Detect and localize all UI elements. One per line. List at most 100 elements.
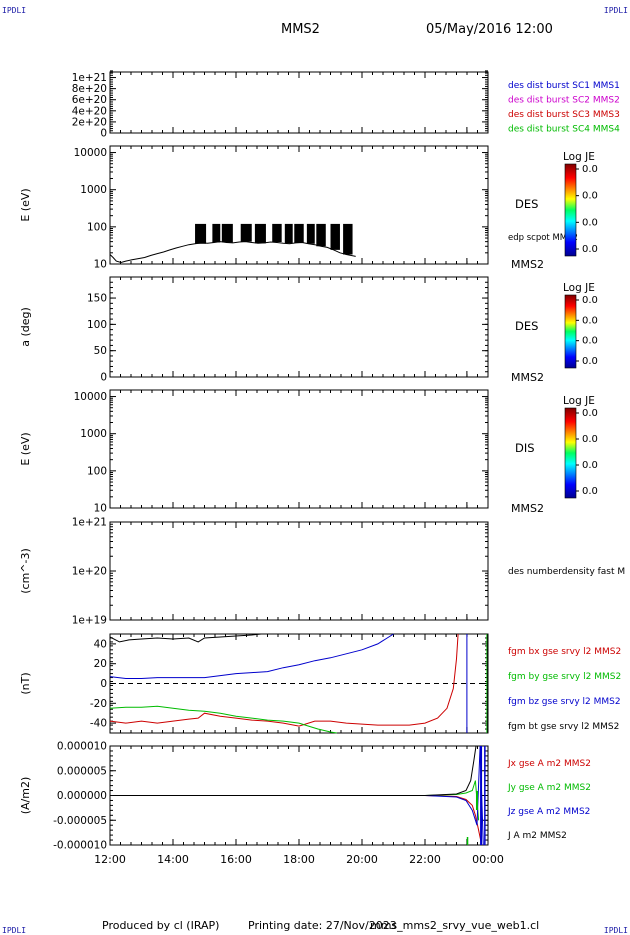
y-tick-label: 1e+21 xyxy=(72,517,107,529)
y-tick-label: 0 xyxy=(100,372,107,384)
time-tick-label: 16:00 xyxy=(220,853,252,866)
series-line-fgm xyxy=(109,633,394,679)
y-axis-label: E (eV) xyxy=(19,432,32,465)
y-tick-label: 20 xyxy=(94,658,107,670)
colorbar-label: 0.0 xyxy=(582,460,598,471)
series-line-des-energy xyxy=(109,241,356,264)
y-tick-label: 1e+19 xyxy=(72,615,107,627)
time-tick-label: 22:00 xyxy=(409,853,441,866)
legend-entry: des numberdensity fast M xyxy=(508,567,625,577)
y-tick-label: 0 xyxy=(100,128,107,140)
colorbar-label: 0.0 xyxy=(582,408,598,419)
legend-entry: fgm by gse srvy l2 MMS2 xyxy=(508,672,621,682)
species-label: DES xyxy=(515,319,538,333)
colorbar-label: 0.0 xyxy=(582,356,598,367)
colorbar-title: Log JE xyxy=(563,151,595,163)
y-tick-label: 150 xyxy=(87,293,107,305)
colorbar xyxy=(564,407,577,499)
legend-entry: J A m2 MMS2 xyxy=(507,831,567,841)
y-tick-label: 6e+20 xyxy=(72,94,107,106)
y-tick-label: 100 xyxy=(87,465,107,477)
burst-band xyxy=(306,223,315,244)
burst-band xyxy=(212,223,221,243)
y-tick-label: -20 xyxy=(90,698,107,710)
series-line-current xyxy=(110,780,480,821)
y-tick-label: 10 xyxy=(94,259,107,271)
time-tick-label: 12:00 xyxy=(94,853,126,866)
colorbar-label: 0.0 xyxy=(582,217,598,228)
legend-entry: des dist burst SC3 MMS3 xyxy=(508,110,620,120)
time-tick-label: 18:00 xyxy=(283,853,315,866)
footer-produced-by: Produced by cl (IRAP) xyxy=(102,919,220,932)
legend-entry: fgm bz gse srvy l2 MMS2 xyxy=(508,697,621,707)
y-tick-label: 40 xyxy=(94,638,107,650)
y-tick-label: 1000 xyxy=(80,184,107,196)
footer-printing-date: Printing date: 27/Nov/2023 xyxy=(248,919,397,932)
species-label: DIS xyxy=(515,441,535,455)
colorbar-label: 0.0 xyxy=(582,336,598,347)
y-tick-label: -0.000010 xyxy=(53,840,107,852)
burst-band xyxy=(316,223,326,247)
y-tick-label: 8e+20 xyxy=(72,83,107,95)
y-tick-label: 1e+20 xyxy=(72,566,107,578)
y-axis-label: (cm^-3) xyxy=(19,548,32,594)
y-axis-label: a (deg) xyxy=(19,307,32,347)
y-axis-label: (A/m2) xyxy=(19,777,32,815)
burst-band xyxy=(240,223,252,242)
panel-frame-dis-energy xyxy=(109,389,489,509)
y-tick-label: 4e+20 xyxy=(72,105,107,117)
y-tick-label: 10 xyxy=(94,503,107,515)
colorbar-label: 0.0 xyxy=(582,191,598,202)
footer-filename: mms_mms2_srvy_vue_web1.cl xyxy=(370,919,540,932)
y-tick-label: 10000 xyxy=(74,391,107,403)
spacecraft-label: MMS2 xyxy=(511,371,544,384)
colorbar-label: 0.0 xyxy=(582,486,598,497)
legend-entry: des dist burst SC1 MMS1 xyxy=(508,81,620,91)
series-line-current xyxy=(110,795,483,846)
colorbar-label: 0.0 xyxy=(582,315,598,326)
y-tick-label: 50 xyxy=(94,345,107,357)
colorbar xyxy=(564,294,577,369)
y-tick-label: 1000 xyxy=(80,428,107,440)
burst-band xyxy=(343,223,353,255)
corner-logo-top-right: IPDLI xyxy=(603,6,628,15)
legend-entry: des dist burst SC2 MMS2 xyxy=(508,96,620,106)
time-tick-label: 20:00 xyxy=(346,853,378,866)
panel-frame-des-energy xyxy=(109,145,489,265)
legend-entry: fgm bx gse srvy l2 MMS2 xyxy=(508,647,621,657)
series-line-fgm xyxy=(109,633,262,643)
colorbar-label: 0.0 xyxy=(582,164,598,175)
y-axis-label: (nT) xyxy=(19,672,32,694)
colorbar-label: 0.0 xyxy=(582,295,598,306)
burst-band xyxy=(254,223,266,244)
legend-entry: edp scpot MMS2 xyxy=(508,233,578,243)
y-tick-label: 0.000010 xyxy=(57,741,107,753)
y-tick-label: 100 xyxy=(87,221,107,233)
burst-band xyxy=(195,223,207,244)
y-axis-label: E (eV) xyxy=(19,188,32,221)
burst-band xyxy=(221,223,233,243)
legend-entry: Jz gse A m2 MMS2 xyxy=(507,807,590,817)
corner-logo-top-left: IPDLI xyxy=(2,6,27,15)
burst-band xyxy=(272,223,282,243)
time-tick-label: 14:00 xyxy=(157,853,189,866)
legend-entry: Jx gse A m2 MMS2 xyxy=(507,759,591,769)
panel-frame-density xyxy=(109,521,489,621)
corner-logo-bottom-left: IPDLI xyxy=(2,926,27,935)
y-tick-label: 0 xyxy=(100,678,107,690)
datetime-title: 05/May/2016 12:00 xyxy=(426,22,553,37)
spacecraft-label: MMS2 xyxy=(511,258,544,271)
series-line-current xyxy=(110,745,477,796)
series-line-fgm xyxy=(109,633,459,727)
y-tick-label: -0.000005 xyxy=(53,815,107,827)
burst-band xyxy=(294,223,304,243)
y-tick-label: 0.000000 xyxy=(57,790,107,802)
panel-frame-des-pitch xyxy=(109,276,489,378)
y-tick-label: 2e+20 xyxy=(72,116,107,128)
legend-entry: fgm bt gse srvy l2 MMS2 xyxy=(508,722,619,732)
y-tick-label: 10000 xyxy=(74,147,107,159)
series-line-fgm xyxy=(109,705,337,734)
species-label: DES xyxy=(515,197,538,211)
burst-band xyxy=(330,223,340,250)
